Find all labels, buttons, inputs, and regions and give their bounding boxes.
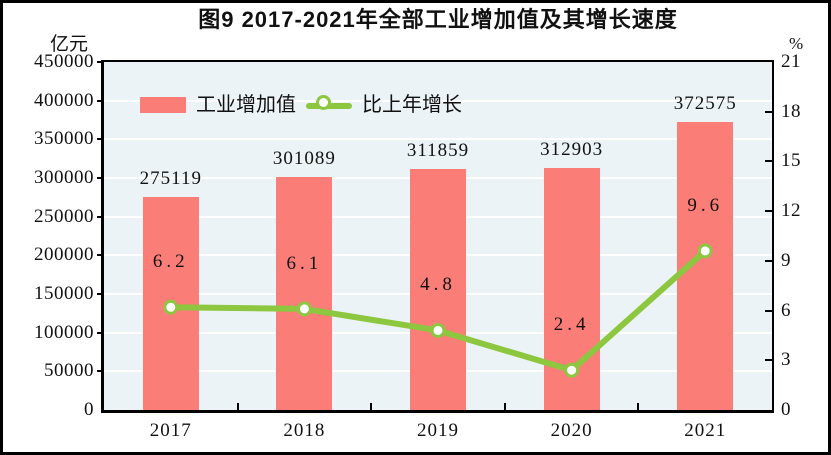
- line-value-label: 6.2: [152, 251, 189, 273]
- bar-value-label: 372575: [673, 93, 737, 114]
- left-axis-tick: [97, 293, 104, 295]
- line-value-label: 9.6: [687, 194, 724, 216]
- line-value-label: 2.4: [553, 314, 590, 336]
- left-axis-tick-label: 50000: [44, 360, 94, 382]
- x-axis-label-2021: 2021: [684, 420, 727, 441]
- legend: 工业增加值 比上年增长: [104, 62, 772, 122]
- line-marker: [564, 362, 580, 378]
- x-axis-tick: [236, 403, 239, 410]
- right-axis-tick-label: 6: [781, 299, 791, 321]
- left-axis-unit: 亿元: [49, 34, 88, 55]
- left-axis-tick-label: 100000: [34, 321, 94, 343]
- left-axis-tick-label: 250000: [34, 205, 94, 227]
- x-axis-tick: [503, 403, 506, 410]
- line-marker: [430, 322, 446, 338]
- left-axis-tick-label: 450000: [34, 51, 94, 72]
- growth-line-layer: [163, 243, 713, 378]
- left-axis-tick: [97, 138, 104, 141]
- left-axis-tick-label: 150000: [34, 283, 94, 304]
- gridline: [104, 138, 772, 141]
- left-axis-tick-label: 200000: [34, 244, 94, 266]
- right-axis-tick: [765, 210, 772, 213]
- legend-line-marker-icon: [316, 95, 331, 110]
- right-axis-tick: [765, 359, 772, 362]
- gridline: [104, 99, 772, 102]
- right-axis-tick-label: 9: [781, 249, 791, 271]
- left-axis-tick: [97, 370, 104, 373]
- plot-area: 工业增加值 比上年增长 275119 301089 311859 312903 3725…: [101, 60, 774, 413]
- right-axis-tick-label: 15: [781, 150, 801, 172]
- right-axis-tick-label: 3: [781, 349, 791, 371]
- left-axis-tick-label: 350000: [34, 128, 94, 150]
- x-axis-label-2019: 2019: [417, 420, 459, 441]
- bar-value-label: 312903: [540, 139, 604, 160]
- legend-label-bar: 工业增加值: [196, 94, 296, 116]
- bar-value-label: 311859: [406, 140, 470, 161]
- right-axis-tick-label: 18: [781, 100, 801, 122]
- x-axis-tick: [370, 403, 373, 410]
- bar-value-label: 301089: [272, 148, 336, 169]
- line-marker: [296, 301, 312, 317]
- chart-title: 图9 2017-2021年全部工业增加值及其增长速度: [198, 7, 678, 32]
- x-axis-label-2020: 2020: [550, 420, 593, 441]
- line-marker: [163, 299, 179, 315]
- left-axis-tick: [97, 61, 104, 63]
- right-axis-tick-label: 12: [781, 200, 801, 222]
- left-axis-tick: [97, 331, 104, 334]
- left-axis-tick: [97, 254, 104, 257]
- line-value-label: 4.8: [420, 274, 456, 296]
- right-axis-tick-label: 21: [781, 51, 801, 72]
- growth-line: [167, 247, 709, 374]
- right-axis-tick: [765, 110, 772, 113]
- x-axis-label-2018: 2018: [283, 420, 326, 441]
- legend-bar-swatch: [140, 97, 186, 113]
- left-axis-tick: [97, 177, 104, 179]
- line-marker: [697, 243, 713, 259]
- left-axis-tick: [97, 215, 104, 218]
- bar-2018: [276, 177, 333, 410]
- right-axis-tick: [765, 160, 772, 163]
- line-value-label: 6.1: [286, 252, 323, 274]
- right-axis-tick: [765, 259, 772, 262]
- right-axis-unit: %: [789, 34, 804, 53]
- left-axis-tick: [97, 99, 104, 102]
- x-axis-label-2017: 2017: [149, 420, 192, 441]
- x-axis-tick: [637, 403, 640, 410]
- bar-2019: [410, 169, 466, 410]
- left-axis-tick-label: 0: [84, 399, 94, 420]
- left-axis-tick-label: 400000: [34, 89, 94, 111]
- right-axis-tick-label: 0: [781, 399, 791, 420]
- left-axis-tick-label: 300000: [34, 167, 94, 188]
- bar-value-label: 275119: [139, 168, 202, 189]
- right-axis-tick: [765, 309, 772, 312]
- legend-label-line: 比上年增长: [362, 94, 462, 116]
